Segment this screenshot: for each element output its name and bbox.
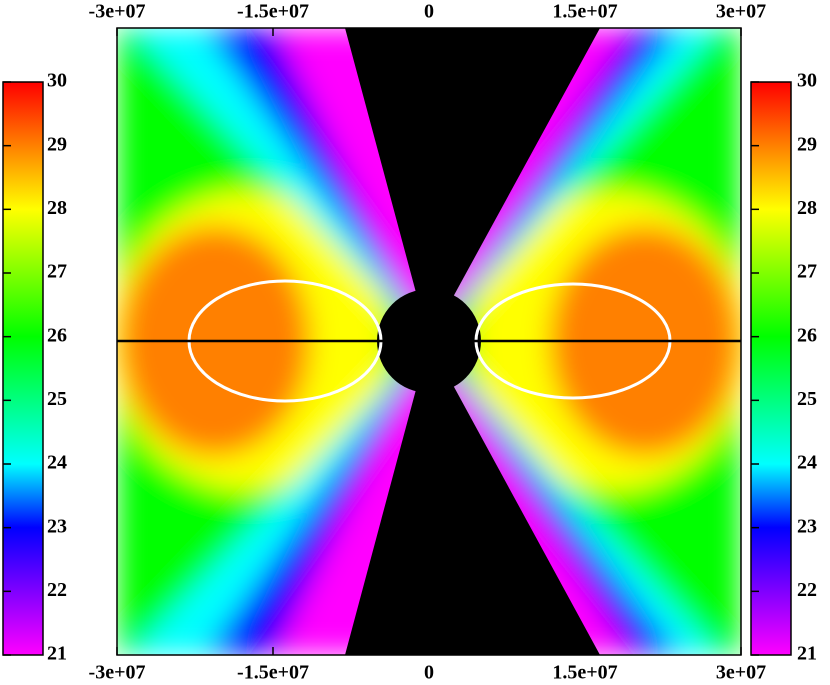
colorbar-tick-label: 25 (47, 388, 67, 410)
colorbar-tick-label: 25 (797, 388, 817, 410)
x-tick-label-bottom: -3e+07 (89, 662, 146, 684)
field-wedge (205, 28, 680, 655)
colorbar-tick-label: 23 (797, 515, 817, 537)
colorbar-right (750, 81, 792, 656)
x-tick-label-top: -1.5e+07 (237, 1, 309, 23)
x-tick-label-top: 1.5e+07 (552, 1, 617, 23)
x-tick-label-bottom: 3e+07 (716, 662, 766, 684)
colorbar-left (2, 81, 44, 656)
colorbar-tick-label: 27 (47, 261, 67, 283)
field (117, 28, 741, 655)
colorbar-tick-label: 28 (47, 197, 67, 219)
colorbar-tick-label: 22 (797, 579, 817, 601)
colorbar-tick-label: 30 (47, 70, 67, 92)
x-tick-label-bottom: -1.5e+07 (237, 662, 309, 684)
x-tick-label-bottom: 0 (424, 662, 434, 684)
colorbar-tick-label: 22 (47, 579, 67, 601)
colorbar-tick-label: 24 (797, 452, 817, 474)
colorbar-tick-label: 30 (797, 70, 817, 92)
x-tick-label-top: 0 (424, 1, 434, 23)
colorbar-tick-label: 21 (47, 643, 67, 665)
field-wedge (345, 28, 600, 655)
colorbar-tick-label: 27 (797, 261, 817, 283)
colorbar-tick-label: 24 (47, 452, 67, 474)
x-tick-label-bottom: 1.5e+07 (552, 662, 617, 684)
colorbar-tick-label: 21 (797, 643, 817, 665)
x-tick-label-top: -3e+07 (89, 1, 146, 23)
colorbar-tick-label: 28 (797, 197, 817, 219)
colorbar-tick-label: 29 (797, 133, 817, 155)
colorbar-tick-label: 23 (47, 515, 67, 537)
field-wedge (130, 28, 720, 655)
x-tick-label-top: 3e+07 (716, 1, 766, 23)
colorbar-tick-label: 29 (47, 133, 67, 155)
field-wedge (275, 28, 630, 655)
colorbar-tick-label: 26 (797, 324, 817, 346)
colorbar-tick-label: 26 (47, 324, 67, 346)
